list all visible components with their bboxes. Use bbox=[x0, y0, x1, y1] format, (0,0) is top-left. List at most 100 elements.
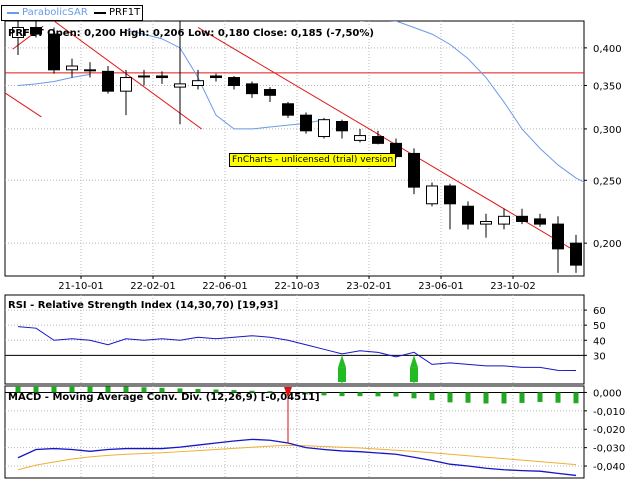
legend-swatch-prf1t bbox=[94, 12, 106, 14]
price-panel bbox=[4, 20, 585, 277]
macd-histogram-bar bbox=[213, 389, 219, 393]
candle-body bbox=[426, 185, 438, 205]
macd-histogram-bar bbox=[483, 392, 489, 404]
macd-histogram-bar bbox=[87, 386, 93, 393]
rsi-y-tick-label: 40 bbox=[593, 336, 606, 347]
macd-histogram-bar bbox=[573, 392, 579, 404]
candle-body bbox=[516, 215, 528, 222]
x-axis-tick-label: 21-10-01 bbox=[58, 281, 103, 292]
macd-y-tick-label: -0,040 bbox=[593, 462, 625, 473]
macd-histogram-bar bbox=[357, 392, 363, 397]
candle-body bbox=[570, 242, 582, 266]
macd-histogram-bar bbox=[69, 386, 75, 393]
rsi-panel-title: RSI - Relative Strength Index (14,30,70)… bbox=[8, 300, 278, 311]
macd-histogram-bar bbox=[411, 392, 417, 399]
x-axis-tick-label: 23-06-01 bbox=[418, 281, 463, 292]
macd-histogram-bar bbox=[519, 392, 525, 403]
trendline bbox=[5, 92, 42, 118]
candle-body bbox=[372, 136, 384, 144]
candle-body bbox=[318, 119, 330, 138]
candle-body bbox=[282, 103, 294, 116]
x-axis-tick-label: 22-02-01 bbox=[130, 281, 175, 292]
price-y-tick-label: 0,400 bbox=[593, 44, 622, 55]
macd-y-tick-label: -0,010 bbox=[593, 407, 625, 418]
macd-histogram-bar bbox=[249, 390, 255, 393]
parabolic-sar-line bbox=[125, 29, 325, 130]
candle-body bbox=[192, 80, 204, 86]
legend-swatch-sar bbox=[7, 12, 19, 14]
candle-body bbox=[444, 185, 456, 205]
rsi-buy-signal-marker bbox=[410, 355, 418, 368]
candle-body bbox=[174, 83, 186, 88]
rsi-signal-bar bbox=[410, 367, 418, 382]
macd-histogram-bar bbox=[195, 388, 201, 393]
legend-label-sar: ParabolicSAR bbox=[22, 7, 88, 18]
candle-body bbox=[246, 83, 258, 95]
candle-body bbox=[480, 220, 492, 225]
candle-body bbox=[534, 218, 546, 225]
candle-body bbox=[102, 70, 114, 92]
macd-histogram-bar bbox=[501, 392, 507, 404]
price-y-tick-label: 0,200 bbox=[593, 239, 622, 250]
macd-histogram-bar bbox=[141, 387, 147, 393]
macd-histogram-bar bbox=[321, 392, 327, 396]
macd-histogram-bar bbox=[393, 392, 399, 397]
trial-watermark: FnCharts - unlicensed (trial) version bbox=[229, 153, 397, 167]
macd-sell-signal-marker bbox=[284, 387, 292, 398]
macd-histogram-bar bbox=[429, 392, 435, 401]
macd-histogram-bar bbox=[375, 392, 381, 397]
legend-label-prf1t: PRF1T bbox=[109, 7, 141, 18]
candle-body bbox=[498, 215, 510, 225]
x-axis-tick-label: 22-10-03 bbox=[274, 281, 319, 292]
macd-histogram-bar bbox=[123, 386, 129, 393]
candle-body bbox=[264, 89, 276, 96]
macd-histogram-bar bbox=[177, 388, 183, 393]
price-content bbox=[5, 21, 584, 273]
candle-body bbox=[552, 223, 564, 250]
price-y-tick-label: 0,250 bbox=[593, 176, 622, 187]
price-y-tick-label: 0,300 bbox=[593, 125, 622, 136]
candle-body bbox=[66, 65, 78, 71]
candle-body bbox=[210, 75, 222, 79]
macd-histogram-bar bbox=[555, 392, 561, 403]
macd-histogram-bar bbox=[303, 392, 309, 395]
macd-panel bbox=[4, 385, 585, 479]
rsi-y-tick-label: 30 bbox=[593, 351, 606, 362]
macd-histogram-bar bbox=[33, 386, 39, 393]
macd-y-tick-label: 0,000 bbox=[593, 388, 622, 399]
macd-histogram-bar bbox=[267, 391, 273, 393]
parabolic-sar-line bbox=[17, 73, 91, 86]
candle-body bbox=[120, 77, 132, 92]
macd-histogram-bar bbox=[231, 390, 237, 393]
macd-histogram-bar bbox=[465, 392, 471, 403]
macd-panel-title: MACD - Moving Average Conv. Div. (12,26,… bbox=[8, 392, 320, 403]
candle-body bbox=[408, 152, 420, 188]
candle-body bbox=[12, 26, 24, 38]
rsi-buy-signal-marker bbox=[338, 355, 346, 368]
rsi-line bbox=[17, 326, 577, 372]
candle-body bbox=[48, 33, 60, 71]
macd-histogram-bar bbox=[339, 392, 345, 397]
price-y-tick-label: 0,350 bbox=[593, 81, 622, 92]
candle-body bbox=[462, 205, 474, 225]
candle-body bbox=[336, 121, 348, 132]
candle-body bbox=[156, 75, 168, 79]
candle-body bbox=[300, 114, 312, 132]
trendline bbox=[53, 21, 202, 130]
macd-y-tick-label: -0,030 bbox=[593, 444, 625, 455]
macd-histogram-bar bbox=[447, 392, 453, 403]
macd-histogram-bar bbox=[105, 386, 111, 393]
candle-body bbox=[30, 26, 42, 35]
chart-legend: ParabolicSAR PRF1T bbox=[1, 5, 143, 21]
macd-histogram-bar bbox=[15, 386, 21, 393]
macd-y-tick-label: -0,020 bbox=[593, 425, 625, 436]
macd-histogram-bar bbox=[51, 386, 57, 393]
price-panel-title: PRF1T Open: 0,200 High: 0,206 Low: 0,180… bbox=[8, 28, 374, 39]
rsi-y-tick-label: 50 bbox=[593, 321, 606, 332]
x-axis-tick-label: 22-06-01 bbox=[202, 281, 247, 292]
macd-histogram-bar bbox=[159, 387, 165, 393]
candle-body bbox=[228, 77, 240, 86]
candle-body bbox=[138, 75, 150, 78]
candle-body bbox=[354, 135, 366, 141]
